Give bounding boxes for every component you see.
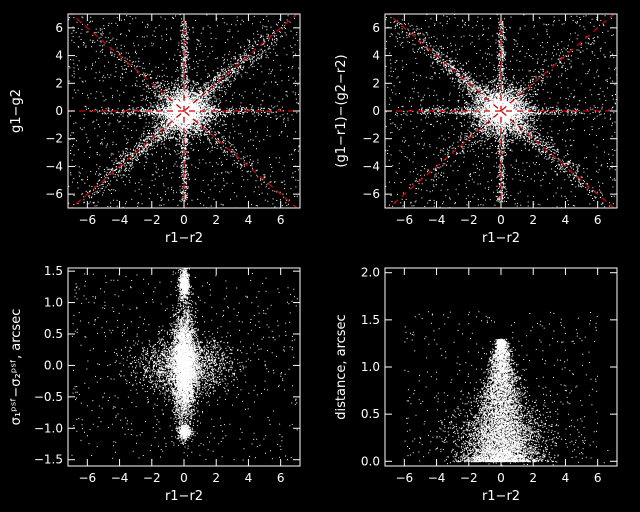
y-tick-label: 0 bbox=[55, 104, 63, 118]
y-tick-label: 1.5 bbox=[361, 313, 380, 327]
y-tick-label: 1.0 bbox=[361, 360, 380, 374]
y-tick-label: 6 bbox=[372, 21, 380, 35]
x-tick-label: −2 bbox=[143, 471, 161, 485]
x-tick-label: 6 bbox=[594, 213, 602, 227]
x-tick-label: −6 bbox=[395, 213, 413, 227]
x-tick-label: 4 bbox=[245, 213, 253, 227]
panel-top-left: −6 −4 −2 0 2 4 6 −6 −4 −2 0 2 4 6 r1−r2 g1−g2 bbox=[9, 13, 301, 246]
y-tick-label: −1.5 bbox=[34, 453, 63, 467]
y-tick-label: −2 bbox=[362, 132, 380, 146]
x-tick-label: 4 bbox=[562, 213, 570, 227]
panel-bottom-right: −6 −4 −2 0 2 4 6 0.0 0.5 1.0 1.5 2.0 r1−r2 distance, … bbox=[334, 266, 618, 504]
y-tick-label: −4 bbox=[45, 159, 63, 173]
x-tick-label: 2 bbox=[529, 471, 537, 485]
x-tick-label: −4 bbox=[428, 213, 446, 227]
panel-bottom-left: −6 −4 −2 0 2 4 6 −1.5 −1.0 −0.5 0.0 0.5 1.0 1.5 r1−r2 σ… bbox=[9, 264, 301, 504]
y-tick-label: 0 bbox=[372, 104, 380, 118]
y-axis-label: distance, arcsec bbox=[334, 314, 349, 419]
guide-line-0 bbox=[387, 14, 615, 208]
y-tick-label: 1.0 bbox=[44, 296, 63, 310]
x-tick-label: 4 bbox=[245, 471, 253, 485]
x-tick-label: 0 bbox=[180, 471, 188, 485]
y-tick-label: 0.5 bbox=[361, 407, 380, 421]
x-tick-label: 2 bbox=[212, 213, 220, 227]
x-tick-label: 6 bbox=[277, 213, 285, 227]
x-tick-label: 0 bbox=[497, 213, 505, 227]
data-points bbox=[71, 268, 298, 461]
x-tick-label: −2 bbox=[460, 471, 478, 485]
x-tick-label: −6 bbox=[78, 213, 96, 227]
x-tick-label: 0 bbox=[497, 471, 505, 485]
x-tick-label: 6 bbox=[277, 471, 285, 485]
y-tick-label: −1.0 bbox=[34, 421, 63, 435]
x-axis-label: r1−r2 bbox=[165, 231, 203, 246]
x-tick-label: −6 bbox=[395, 471, 413, 485]
y-tick-label: 4 bbox=[372, 49, 380, 63]
x-tick-label: 4 bbox=[562, 471, 570, 485]
guide-line-0 bbox=[70, 14, 298, 208]
x-axis-label: r1−r2 bbox=[482, 231, 520, 246]
x-tick-label: 6 bbox=[594, 471, 602, 485]
y-tick-label: 2.0 bbox=[361, 266, 380, 280]
y-tick-label: 4 bbox=[55, 49, 63, 63]
x-tick-label: 2 bbox=[529, 213, 537, 227]
y-axis-label: g1−g2 bbox=[9, 89, 24, 133]
y-tick-label: 0.0 bbox=[44, 358, 63, 372]
y-tick-label: 2 bbox=[55, 76, 63, 90]
y-tick-label: 1.5 bbox=[44, 264, 63, 278]
x-tick-label: −4 bbox=[111, 213, 129, 227]
x-tick-label: −2 bbox=[460, 213, 478, 227]
guide-line-1 bbox=[387, 14, 615, 208]
guide-line-1 bbox=[70, 14, 298, 208]
x-tick-label: 0 bbox=[180, 213, 188, 227]
y-tick-label: −0.5 bbox=[34, 390, 63, 404]
y-tick-label: −2 bbox=[45, 132, 63, 146]
data-points bbox=[404, 311, 609, 466]
x-tick-label: −2 bbox=[143, 213, 161, 227]
y-tick-label: 6 bbox=[55, 21, 63, 35]
y-tick-label: 2 bbox=[372, 76, 380, 90]
x-axis-label: r1−r2 bbox=[482, 489, 520, 504]
y-tick-label: −6 bbox=[45, 187, 63, 201]
y-tick-label: 0.5 bbox=[44, 327, 63, 341]
panel-top-right: −6 −4 −2 0 2 4 6 −6 −4 −2 0 2 4 6 r1−r2 (g1−r1)−(g2−r2) bbox=[334, 13, 618, 246]
x-tick-label: −6 bbox=[78, 471, 96, 485]
y-tick-label: −4 bbox=[362, 159, 380, 173]
y-tick-label: 0.0 bbox=[361, 454, 380, 468]
x-tick-label: −4 bbox=[111, 471, 129, 485]
x-tick-label: −4 bbox=[428, 471, 446, 485]
x-tick-label: 2 bbox=[212, 471, 220, 485]
x-axis-label: r1−r2 bbox=[165, 489, 203, 504]
y-tick-label: −6 bbox=[362, 187, 380, 201]
y-axis-label: σ₁ᵖˢᶠ−σ₂ᵖˢᶠ, arcsec bbox=[9, 309, 24, 426]
y-axis-label: (g1−r1)−(g2−r2) bbox=[334, 54, 349, 167]
